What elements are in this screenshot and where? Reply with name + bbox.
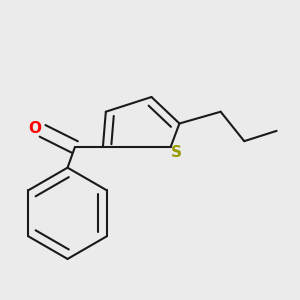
Text: O: O bbox=[29, 121, 42, 136]
Text: S: S bbox=[170, 145, 182, 160]
